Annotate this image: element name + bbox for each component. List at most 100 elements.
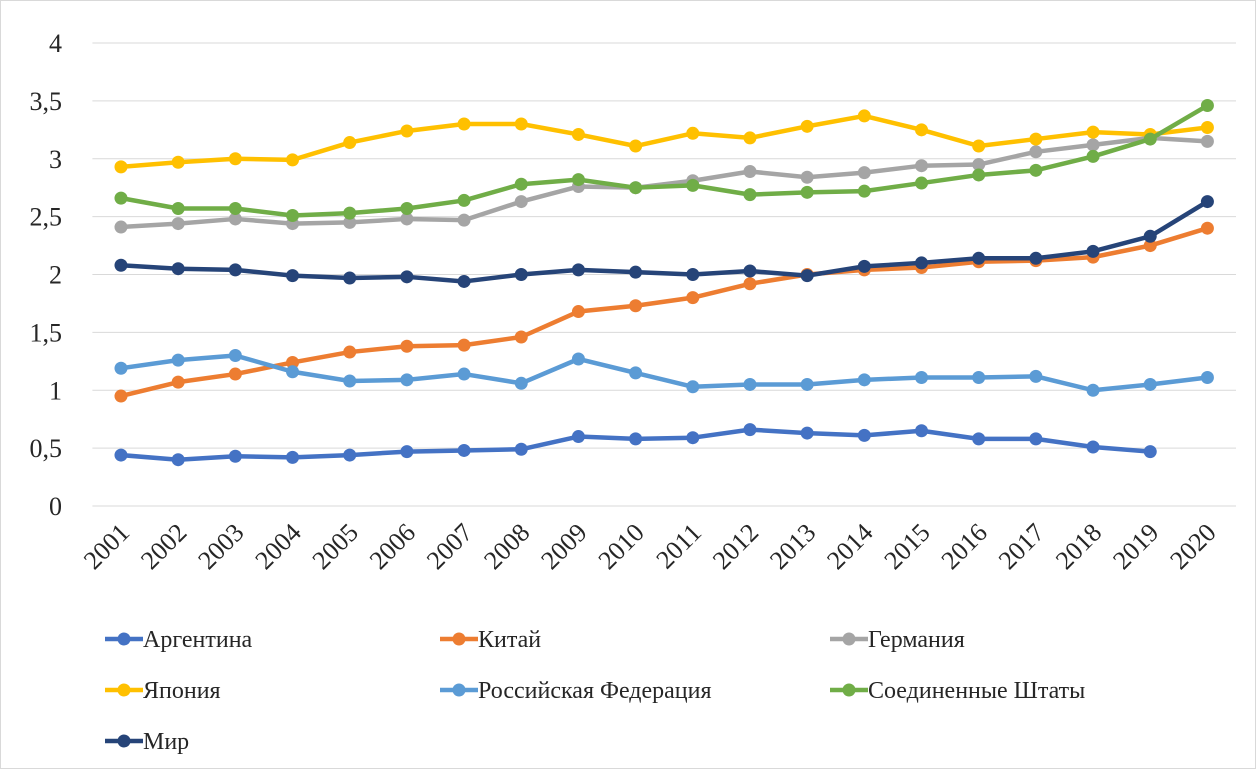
data-point (114, 361, 128, 375)
data-point (629, 181, 643, 195)
data-point (400, 212, 414, 226)
data-point (743, 188, 757, 202)
data-point (343, 215, 357, 229)
data-point (514, 195, 528, 209)
data-point (857, 259, 871, 273)
data-point (972, 168, 986, 182)
data-point (114, 220, 128, 234)
legend-label: Германия (868, 627, 965, 653)
data-point (400, 202, 414, 216)
data-point (457, 117, 471, 131)
data-point (800, 170, 814, 184)
y-tick-label: 3,5 (30, 87, 63, 116)
data-point (171, 202, 185, 216)
data-point (514, 376, 528, 390)
data-point (400, 270, 414, 284)
data-point (743, 264, 757, 278)
data-point (1200, 221, 1214, 235)
data-point (1200, 99, 1214, 113)
data-point (228, 212, 242, 226)
data-point (171, 155, 185, 169)
data-point (228, 449, 242, 463)
data-point (457, 443, 471, 457)
data-point (514, 330, 528, 344)
data-point (114, 191, 128, 205)
data-point (571, 430, 585, 444)
legend-marker (117, 683, 131, 697)
data-point (857, 373, 871, 387)
data-point (686, 268, 700, 281)
data-point (629, 366, 643, 380)
series-line (120, 135, 1208, 230)
data-point (343, 345, 357, 359)
data-point (1029, 132, 1043, 146)
y-tick-label: 3 (49, 145, 62, 174)
data-point (343, 136, 357, 150)
data-point (743, 423, 757, 437)
data-point (686, 178, 700, 192)
data-point (171, 375, 185, 389)
data-point (1086, 440, 1100, 454)
data-point (114, 389, 128, 403)
series-line (120, 226, 1209, 399)
data-point (514, 268, 528, 281)
data-point (972, 371, 986, 385)
legend-label: Мир (143, 729, 189, 755)
data-point (1200, 120, 1214, 134)
data-point (629, 299, 643, 313)
legend-label: Аргентина (143, 627, 253, 653)
data-point (228, 349, 242, 363)
data-point (1086, 125, 1100, 139)
data-point (1029, 163, 1043, 177)
data-point (743, 164, 757, 178)
data-point (171, 262, 185, 276)
data-point (1200, 134, 1214, 148)
data-point (228, 152, 242, 166)
data-point (286, 208, 300, 222)
data-point (400, 339, 414, 353)
data-point (915, 371, 929, 385)
data-point (457, 274, 471, 288)
data-point (686, 291, 700, 305)
data-point (1029, 251, 1043, 265)
data-point (286, 269, 300, 283)
data-point (857, 166, 871, 180)
data-point (686, 431, 700, 445)
data-point (1029, 432, 1043, 446)
data-point (857, 109, 871, 123)
data-point (743, 277, 757, 291)
y-tick-label: 2 (49, 261, 62, 290)
series-line (120, 199, 1209, 284)
data-point (400, 445, 414, 459)
data-point (1143, 229, 1157, 243)
data-point (1086, 149, 1100, 163)
data-point (972, 432, 986, 446)
data-point (571, 305, 585, 319)
data-point (629, 139, 643, 153)
data-point (629, 432, 643, 446)
data-point (514, 117, 528, 131)
data-point (1086, 244, 1100, 258)
y-tick-label: 1 (49, 376, 62, 405)
legend-marker (842, 683, 856, 697)
data-point (228, 263, 242, 277)
data-point (915, 424, 929, 438)
data-point (1086, 383, 1100, 397)
data-point (800, 185, 814, 199)
legend-marker (452, 683, 466, 697)
data-point (1029, 145, 1043, 159)
legend-label: Российская Федерация (478, 678, 712, 704)
data-point (228, 367, 242, 381)
data-point (972, 251, 986, 265)
data-point (972, 158, 986, 172)
data-point (686, 126, 700, 140)
data-point (114, 448, 128, 462)
data-point (915, 176, 929, 190)
data-point (857, 184, 871, 198)
y-tick-label: 2,5 (30, 203, 63, 232)
data-point (400, 124, 414, 138)
data-point (571, 127, 585, 141)
legend-label: Соединенные Штаты (868, 678, 1085, 704)
y-tick-label: 1,5 (30, 318, 63, 347)
